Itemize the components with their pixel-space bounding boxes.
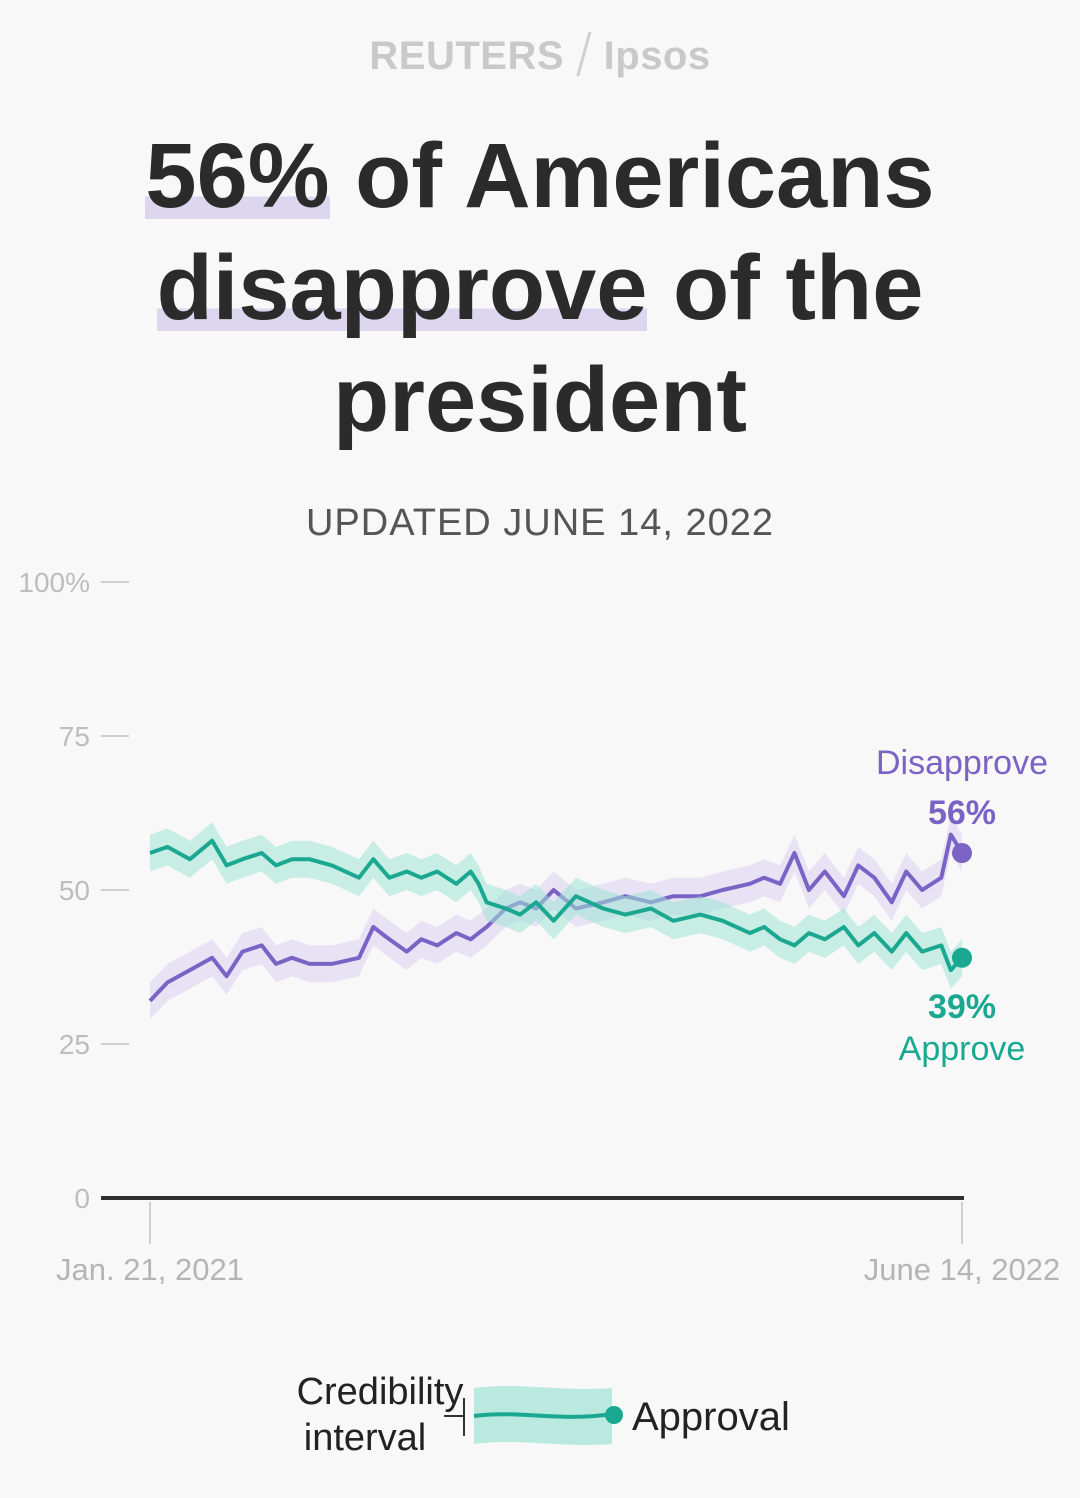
y-tick-label: 100% [18,567,90,598]
approve-value-label: 39% [928,988,996,1026]
credibility-band [150,822,962,989]
legend-line-swatch [473,1412,613,1419]
x-tick-label: Jan. 21, 2021 [56,1252,244,1287]
legend-pointer [444,1398,465,1436]
series-approve [149,822,972,989]
x-tick-label: June 14, 2022 [864,1252,1061,1287]
series-end-dot [952,843,972,864]
legend-band-label-line2: interval [304,1417,427,1459]
updated-date: UPDATED JUNE 14, 2022 [305,502,775,544]
disapprove-series-label: Disapprove [876,744,1048,782]
y-tick-label: 25 [59,1029,90,1060]
headline-text-1: of Americans [329,125,935,227]
headline: 56% of Americans disapprove of the presi… [60,120,1020,456]
headline-highlight-disapprove: disapprove [156,237,648,339]
disapprove-value-label: 56% [928,794,996,832]
legend-line-label: Approval [632,1395,790,1439]
ipsos-logo: Ipsos [603,34,711,78]
headline-highlight-percent: 56% [145,125,330,227]
legend-dot [605,1406,623,1424]
y-tick-label: 0 [74,1183,90,1214]
reuters-logo: REUTERS [369,34,565,78]
headline-text-2: of the president [332,237,924,451]
legend-band-label-line1: Credibility [297,1371,464,1413]
series-line [149,838,964,973]
y-tick-label: 50 [59,875,90,906]
credibility-band [150,816,962,1020]
approve-series-label: Approve [899,1030,1026,1068]
y-tick-label: 75 [59,721,90,752]
brand-logos: REUTERS / Ipsos [0,23,1080,89]
series-end-dot [952,947,972,968]
